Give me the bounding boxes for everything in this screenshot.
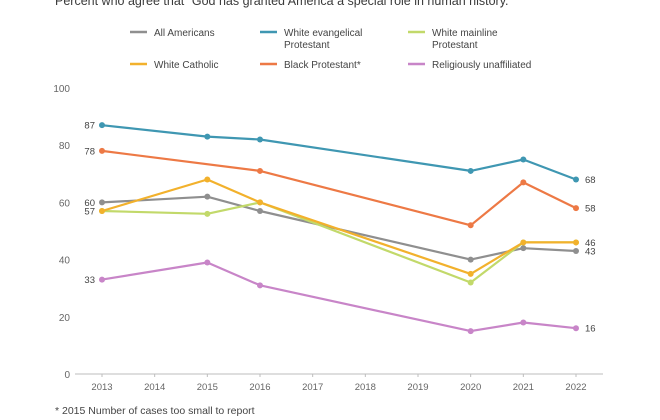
x-tick-label: 2021 <box>513 382 534 393</box>
data-point <box>99 147 105 154</box>
start-value-label: 33 <box>84 275 95 286</box>
y-tick-label: 0 <box>64 370 70 381</box>
end-value-label: 16 <box>585 324 596 335</box>
x-tick-label: 2022 <box>565 382 586 393</box>
legend-label: White evangelical <box>284 28 362 39</box>
chart-legend: All Americans White evangelicalProtestant… <box>130 28 531 71</box>
legend-label: Religiously unaffiliated <box>432 60 531 71</box>
legend-label: Protestant <box>432 40 478 51</box>
y-tick-label: 40 <box>59 256 71 267</box>
data-point <box>573 325 579 332</box>
start-value-label: 78 <box>84 146 95 157</box>
data-point <box>520 156 527 163</box>
series-line <box>101 124 577 181</box>
series-line <box>101 261 577 333</box>
series-line <box>101 201 576 284</box>
chart-subtitle: Percent who agree that “God has granted … <box>55 0 513 8</box>
data-point <box>573 239 579 246</box>
x-tick-label: 2016 <box>249 382 270 393</box>
data-point <box>204 210 211 217</box>
data-point <box>520 245 527 252</box>
end-value-label: 46 <box>585 238 596 249</box>
x-tick-label: 2014 <box>144 382 165 393</box>
data-point <box>99 276 105 283</box>
y-tick-label: 60 <box>59 198 71 209</box>
series-line <box>101 149 577 227</box>
data-point <box>257 207 263 214</box>
series-line <box>101 178 576 275</box>
x-tick-label: 2017 <box>302 382 323 393</box>
x-tick-label: 2015 <box>197 382 218 393</box>
start-value-label: 57 <box>84 206 95 217</box>
legend-label: Black Protestant* <box>284 60 361 71</box>
data-point <box>467 279 474 286</box>
legend-label: All Americans <box>154 28 215 39</box>
data-point <box>467 222 474 229</box>
data-labels: 60 43 87 68 57 46 78 58 33 16 <box>84 121 595 335</box>
legend-label: Protestant <box>284 40 330 51</box>
data-point <box>467 256 474 263</box>
data-point <box>573 248 579 255</box>
data-point <box>204 193 211 200</box>
data-point <box>99 207 105 214</box>
data-point <box>573 205 579 212</box>
data-point <box>257 167 263 174</box>
x-tick-label: 2020 <box>460 382 481 393</box>
y-tick-label: 80 <box>59 141 71 152</box>
data-point <box>520 319 527 326</box>
y-tick-label: 100 <box>53 84 70 95</box>
start-value-label: 87 <box>84 121 95 132</box>
end-value-label: 43 <box>585 247 596 258</box>
data-point <box>573 176 579 183</box>
data-point <box>99 122 105 129</box>
series-lines <box>99 122 579 335</box>
data-point <box>520 239 527 246</box>
x-tick-label: 2019 <box>407 382 428 393</box>
legend-label: White mainline <box>432 28 498 39</box>
data-point <box>204 259 211 266</box>
data-point <box>204 176 211 183</box>
data-point <box>257 282 263 289</box>
data-point <box>257 199 263 206</box>
chart-axes: 0 20 40 60 80 100 2013 2014 2015 2016 2017 2018 2019… <box>53 84 603 393</box>
data-point <box>204 133 211 140</box>
data-point <box>467 270 474 277</box>
end-value-label: 58 <box>585 204 596 215</box>
data-point <box>520 179 527 186</box>
start-value-label: 60 <box>84 198 95 209</box>
series-line <box>101 195 577 261</box>
legend-label: White Catholic <box>154 60 218 71</box>
data-point <box>257 136 263 143</box>
data-point <box>467 328 474 335</box>
footnote: * 2015 Number of cases too small to repo… <box>55 405 255 417</box>
x-tick-label: 2018 <box>355 382 376 393</box>
x-tick-label: 2013 <box>91 382 112 393</box>
y-tick-label: 20 <box>59 313 71 324</box>
data-point <box>99 199 105 206</box>
end-value-label: 68 <box>585 175 596 186</box>
data-point <box>467 167 474 174</box>
